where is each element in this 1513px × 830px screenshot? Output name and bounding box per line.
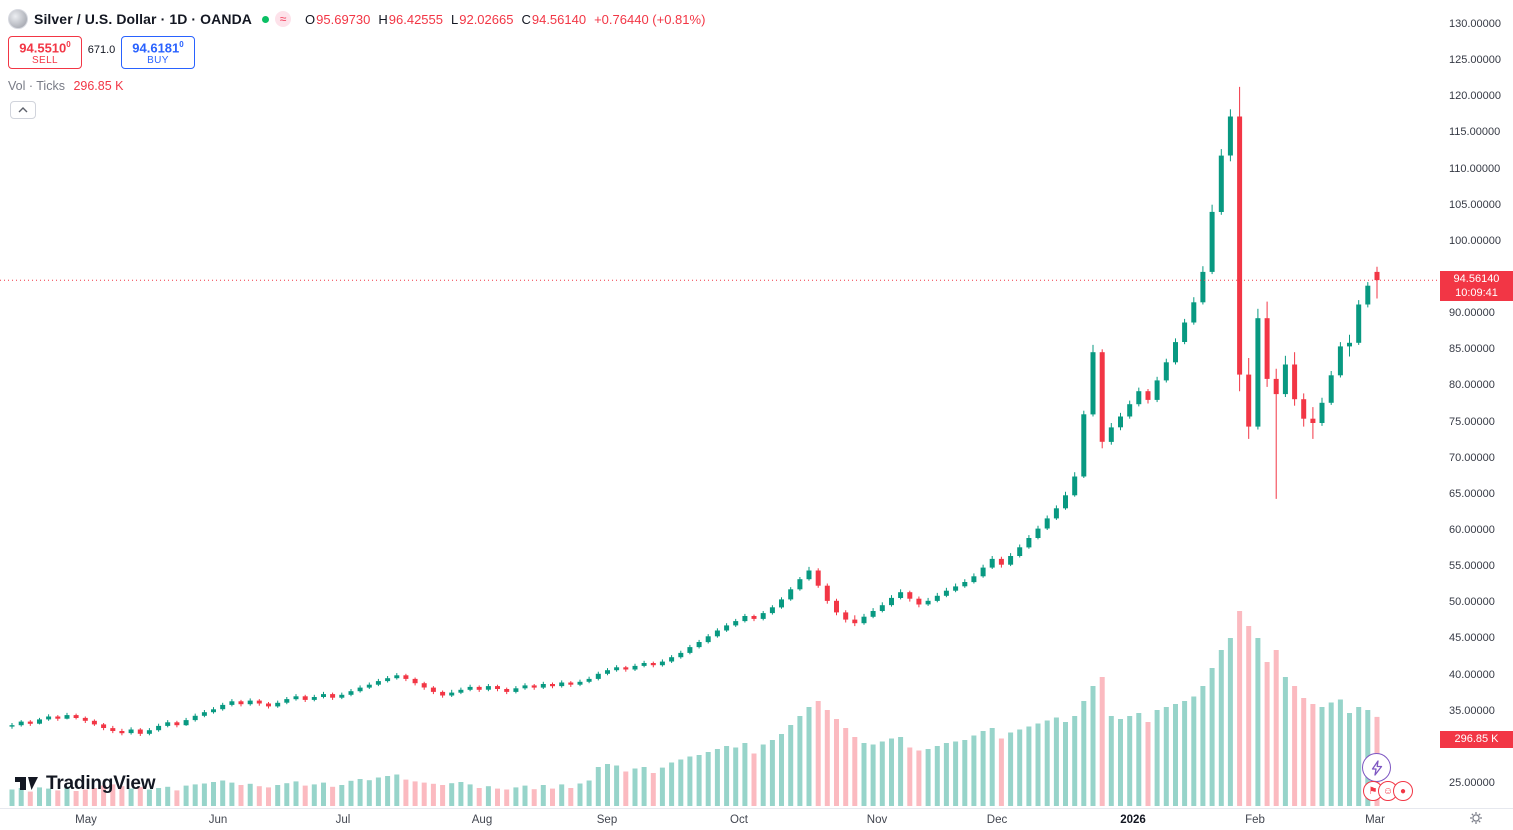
ohlc-high-label: H bbox=[378, 11, 388, 27]
buy-price: 94.61810 bbox=[132, 39, 184, 56]
time-tick-label: Sep bbox=[596, 814, 618, 826]
symbol-logo-icon[interactable] bbox=[8, 9, 28, 29]
price-tick-label: 65.00000 bbox=[1449, 487, 1495, 500]
time-tick-label: Mar bbox=[1365, 814, 1385, 826]
price-tick-label: 40.00000 bbox=[1449, 668, 1495, 681]
time-tick-label: Jun bbox=[208, 814, 228, 826]
sell-price: 94.55100 bbox=[19, 39, 71, 56]
time-tick-label: Dec bbox=[986, 814, 1008, 826]
sell-button[interactable]: 94.55100 SELL bbox=[8, 36, 82, 69]
ohlc-readout: O95.69730 H96.42555 L92.02665 C94.56140 … bbox=[305, 12, 705, 27]
ohlc-low-label: L bbox=[451, 11, 459, 27]
ohlc-low-value: 92.02665 bbox=[459, 11, 514, 27]
price-axis[interactable]: 130.00000 125.00000 120.00000 115.00000 110.… bbox=[1440, 0, 1513, 808]
price-tick-label: 75.00000 bbox=[1449, 415, 1495, 428]
price-tick-label: 100.00000 bbox=[1449, 234, 1501, 247]
current-price-badge: 94.56140 10:09:41 bbox=[1440, 271, 1513, 302]
price-tick-label: 125.00000 bbox=[1449, 54, 1501, 67]
price-tick-label: 25.00000 bbox=[1449, 777, 1495, 789]
ohlc-open-label: O bbox=[305, 11, 316, 27]
price-tick-label: 45.00000 bbox=[1449, 632, 1495, 645]
volume-indicator-row: Vol · Ticks 296.85 K bbox=[8, 79, 124, 93]
time-tick-label: May bbox=[75, 814, 97, 826]
buy-button[interactable]: 94.61810 BUY bbox=[121, 36, 195, 69]
buy-label: BUY bbox=[147, 55, 169, 67]
lightning-icon bbox=[1371, 759, 1382, 776]
buy-sell-panel: 94.55100 SELL 671.0 94.61810 BUY bbox=[8, 36, 195, 69]
time-tick-label: Feb bbox=[1245, 814, 1265, 826]
price-change: +0.76440 (+0.81%) bbox=[594, 11, 706, 27]
tradingview-logo-icon bbox=[15, 777, 38, 790]
time-tick-label: Jul bbox=[335, 814, 351, 826]
price-tick-label: 120.00000 bbox=[1449, 90, 1501, 103]
price-tick-label: 70.00000 bbox=[1449, 451, 1495, 464]
time-tick-label: Oct bbox=[730, 814, 748, 826]
time-axis[interactable]: May Jun Jul Aug Sep Oct Nov Dec 2026 Feb Mar bbox=[0, 808, 1513, 830]
ohlc-close-value: 94.56140 bbox=[531, 11, 587, 27]
market-status-dot-icon bbox=[262, 15, 270, 23]
price-tick-label: 90.00000 bbox=[1449, 307, 1495, 320]
volume-badge: 296.85 K bbox=[1440, 731, 1513, 748]
tradingview-logo[interactable]: TradingView bbox=[14, 771, 156, 796]
price-tick-label: 55.00000 bbox=[1449, 560, 1495, 573]
chevron-up-icon bbox=[18, 107, 28, 113]
price-tick-label: 130.00000 bbox=[1449, 18, 1501, 30]
ohlc-open-value: 95.69730 bbox=[316, 11, 371, 27]
collapse-panel-button[interactable] bbox=[10, 101, 36, 119]
chart-header: Silver / U.S. Dollar · 1D · OANDA ≈ O95.… bbox=[8, 8, 705, 30]
time-tick-label: Nov bbox=[866, 814, 888, 826]
time-tick-label: 2026 bbox=[1120, 814, 1146, 826]
price-tick-label: 110.00000 bbox=[1449, 162, 1501, 175]
reaction-emoji-icon[interactable]: ● bbox=[1393, 781, 1413, 801]
sell-label: SELL bbox=[31, 55, 59, 67]
price-tick-label: 105.00000 bbox=[1449, 198, 1501, 211]
price-tick-label: 115.00000 bbox=[1449, 126, 1501, 139]
current-price-value: 94.56140 bbox=[1453, 273, 1500, 286]
realtime-data-icon[interactable]: ≈ bbox=[275, 11, 292, 27]
axis-settings-gear-icon[interactable] bbox=[1467, 810, 1485, 826]
ohlc-high-value: 96.42555 bbox=[388, 11, 443, 27]
emoji-reactions[interactable]: ⚑ ☺ ● bbox=[1363, 781, 1413, 801]
volume-indicator-label[interactable]: Vol · Ticks bbox=[8, 79, 65, 93]
volume-indicator-value: 296.85 K bbox=[73, 79, 124, 93]
price-tick-label: 80.00000 bbox=[1449, 379, 1495, 392]
price-tick-label: 50.00000 bbox=[1449, 596, 1495, 609]
symbol-title[interactable]: Silver / U.S. Dollar · 1D · OANDA bbox=[34, 11, 253, 27]
bar-countdown: 10:09:41 bbox=[1455, 287, 1498, 300]
price-tick-label: 60.00000 bbox=[1449, 524, 1495, 536]
tradingview-logo-text: TradingView bbox=[46, 772, 156, 794]
lightning-button[interactable] bbox=[1362, 753, 1391, 782]
ohlc-close-label: C bbox=[521, 11, 531, 27]
time-tick-label: Aug bbox=[471, 814, 493, 826]
spread-value: 671.0 bbox=[87, 44, 116, 56]
price-tick-label: 85.00000 bbox=[1449, 343, 1495, 356]
candlestick-chart[interactable] bbox=[0, 0, 1440, 808]
price-tick-label: 35.00000 bbox=[1449, 704, 1495, 717]
